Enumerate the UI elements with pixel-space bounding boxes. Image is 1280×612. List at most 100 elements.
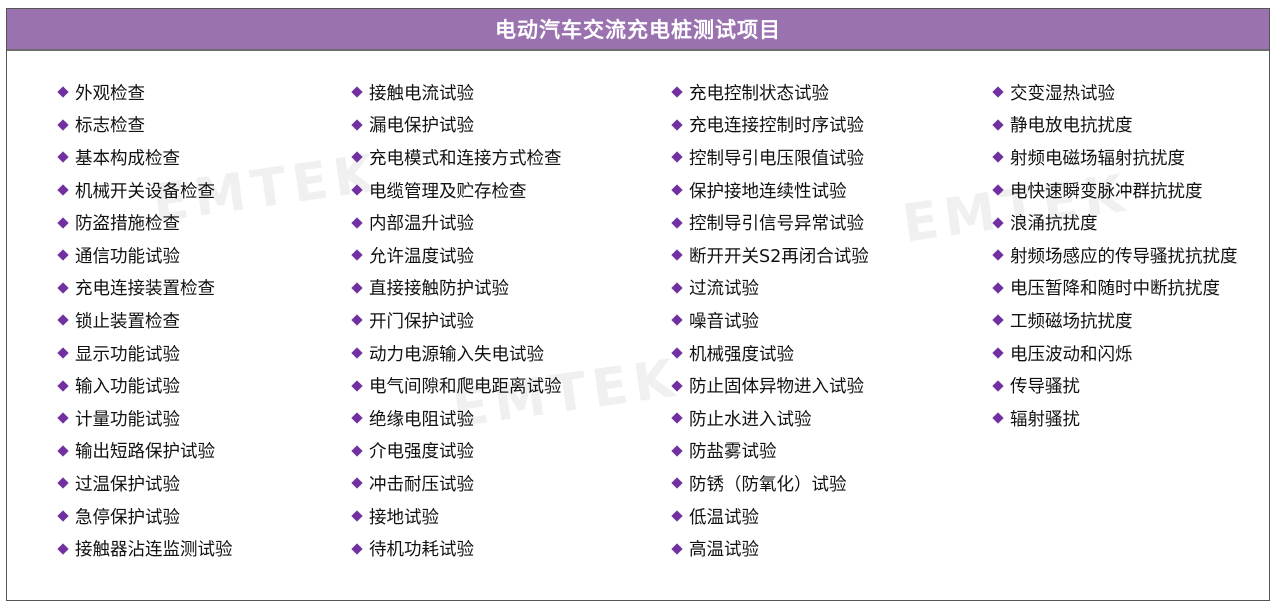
list-item: 冲击耐压试验 bbox=[351, 467, 562, 500]
list-item-label: 漏电保护试验 bbox=[369, 116, 474, 137]
list-item: 输出短路保护试验 bbox=[57, 435, 233, 468]
column-2: 接触电流试验 漏电保护试验充电模式和连接方式检查 电缆管理及贮存检查 内部温升试验允许… bbox=[351, 76, 562, 565]
column-1: 外观检查标志检查基本构成检查机械开关设备检查 防盗措施检查 通信功能试验充电连接装置… bbox=[57, 76, 233, 565]
list-item: 过温保护试验 bbox=[57, 467, 233, 500]
list-item-label: 标志检查 bbox=[75, 116, 145, 137]
diamond-icon bbox=[671, 542, 683, 555]
list-item-label: 传导骚扰 bbox=[1010, 377, 1080, 398]
diamond-icon bbox=[57, 86, 69, 98]
list-item-label: 接触电流试验 bbox=[369, 83, 474, 104]
diamond-icon bbox=[992, 151, 1004, 164]
list-item-label: 断开开关S2再闭合试验 bbox=[689, 246, 869, 267]
diamond-icon bbox=[671, 347, 683, 359]
list-item-label: 输出短路保护试验 bbox=[75, 442, 215, 463]
list-item: 防止固体异物进入试验 bbox=[671, 369, 869, 402]
diamond-icon bbox=[57, 184, 69, 196]
list-item: 保护接地连续性试验 bbox=[671, 174, 869, 207]
list-item: 防盐雾试验 bbox=[671, 435, 869, 468]
list-item: 传导骚扰 bbox=[992, 369, 1238, 402]
list-item-label: 通信功能试验 bbox=[75, 246, 180, 267]
list-item: 外观检查 bbox=[57, 76, 233, 109]
diamond-icon bbox=[671, 249, 683, 261]
list-item-label: 过流试验 bbox=[689, 279, 759, 300]
diamond-icon bbox=[671, 314, 683, 327]
list-item-label: 充电模式和连接方式检查 bbox=[369, 148, 562, 169]
list-item-label: 输入功能试验 bbox=[75, 377, 180, 398]
list-item: 充电模式和连接方式检查 bbox=[351, 141, 562, 174]
diamond-icon bbox=[351, 412, 363, 424]
diamond-icon bbox=[671, 282, 683, 294]
list-item: 允许温度试验 bbox=[351, 239, 562, 272]
diamond-icon bbox=[351, 477, 363, 490]
diamond-icon bbox=[351, 184, 363, 196]
list-item-label: 电压波动和闪烁 bbox=[1010, 344, 1133, 365]
list-item: 电快速瞬变脉冲群抗扰度 bbox=[992, 174, 1238, 207]
list-item-label: 静电放电抗扰度 bbox=[1010, 116, 1133, 137]
list-item-label: 防盗措施检查 bbox=[75, 214, 180, 235]
list-item-label: 电气间隙和爬电距离试验 bbox=[369, 377, 562, 398]
diamond-icon bbox=[57, 477, 69, 490]
list-item-label: 急停保护试验 bbox=[75, 507, 180, 528]
list-item: 接地试验 bbox=[351, 500, 562, 533]
list-item-label: 控制导引电压限值试验 bbox=[689, 148, 864, 169]
list-item: 高温试验 bbox=[671, 532, 869, 565]
diamond-icon bbox=[992, 119, 1004, 131]
diamond-icon bbox=[57, 510, 69, 522]
diamond-icon bbox=[671, 510, 683, 522]
list-item: 工频磁场抗扰度 bbox=[992, 304, 1238, 337]
list-item: 充电连接装置检查 bbox=[57, 272, 233, 305]
list-item: 标志检查 bbox=[57, 109, 233, 142]
list-item: 交变湿热试验 bbox=[992, 76, 1238, 109]
list-item: 电缆管理及贮存检查 bbox=[351, 174, 562, 207]
list-item: 介电强度试验 bbox=[351, 435, 562, 468]
list-item-label: 充电控制状态试验 bbox=[689, 83, 829, 104]
list-item: 基本构成检查 bbox=[57, 141, 233, 174]
diamond-icon bbox=[57, 445, 69, 457]
list-item: 噪音试验 bbox=[671, 304, 869, 337]
list-item: 漏电保护试验 bbox=[351, 109, 562, 142]
diamond-icon bbox=[57, 542, 69, 555]
diamond-icon bbox=[351, 151, 363, 164]
diamond-icon bbox=[671, 445, 683, 457]
diamond-icon bbox=[57, 151, 69, 164]
diamond-icon bbox=[351, 314, 363, 327]
list-item: 输入功能试验 bbox=[57, 369, 233, 402]
list-item-label: 工频磁场抗扰度 bbox=[1010, 311, 1133, 332]
diamond-icon bbox=[992, 86, 1004, 98]
list-item-label: 充电连接控制时序试验 bbox=[689, 116, 864, 137]
list-item-label: 充电连接装置检查 bbox=[75, 279, 215, 300]
diamond-icon bbox=[671, 412, 683, 424]
list-item-label: 绝缘电阻试验 bbox=[369, 409, 474, 430]
diamond-icon bbox=[351, 119, 363, 131]
list-item-label: 机械强度试验 bbox=[689, 344, 794, 365]
list-item: 显示功能试验 bbox=[57, 337, 233, 370]
diamond-icon bbox=[992, 282, 1004, 294]
test-items-panel: 电动汽车交流充电桩测试项目 EMTEK EMTEK EMTEK 外观检查 标志检查… bbox=[6, 8, 1270, 601]
list-item-label: 电快速瞬变脉冲群抗扰度 bbox=[1010, 181, 1203, 202]
diamond-icon bbox=[671, 151, 683, 164]
list-item-label: 开门保护试验 bbox=[369, 311, 474, 332]
list-item-label: 交变湿热试验 bbox=[1010, 83, 1115, 104]
list-item: 电压暂降和随时中断抗扰度 bbox=[992, 272, 1238, 305]
diamond-icon bbox=[671, 217, 683, 229]
list-item-label: 内部温升试验 bbox=[369, 214, 474, 235]
column-3: 充电控制状态试验 充电连接控制时序试验 控制导引电压限值试验 保护接地连续性试验 控制导… bbox=[671, 76, 869, 565]
list-item-label: 电缆管理及贮存检查 bbox=[369, 181, 527, 202]
list-item-label: 射频电磁场辐射抗扰度 bbox=[1010, 148, 1185, 169]
list-item: 浪涌抗扰度 bbox=[992, 206, 1238, 239]
list-item-label: 低温试验 bbox=[689, 507, 759, 528]
list-item-label: 动力电源输入失电试验 bbox=[369, 344, 544, 365]
list-item-label: 锁止装置检查 bbox=[75, 311, 180, 332]
list-item: 防盗措施检查 bbox=[57, 206, 233, 239]
diamond-icon bbox=[57, 217, 69, 229]
diamond-icon bbox=[992, 184, 1004, 196]
list-item-label: 冲击耐压试验 bbox=[369, 474, 474, 495]
diamond-icon bbox=[57, 347, 69, 359]
list-item-label: 辐射骚扰 bbox=[1010, 409, 1080, 430]
diamond-icon bbox=[351, 282, 363, 294]
list-item: 通信功能试验 bbox=[57, 239, 233, 272]
diamond-icon bbox=[351, 379, 363, 392]
list-item-label: 机械开关设备检查 bbox=[75, 181, 215, 202]
diamond-icon bbox=[57, 282, 69, 294]
diamond-icon bbox=[992, 314, 1004, 327]
